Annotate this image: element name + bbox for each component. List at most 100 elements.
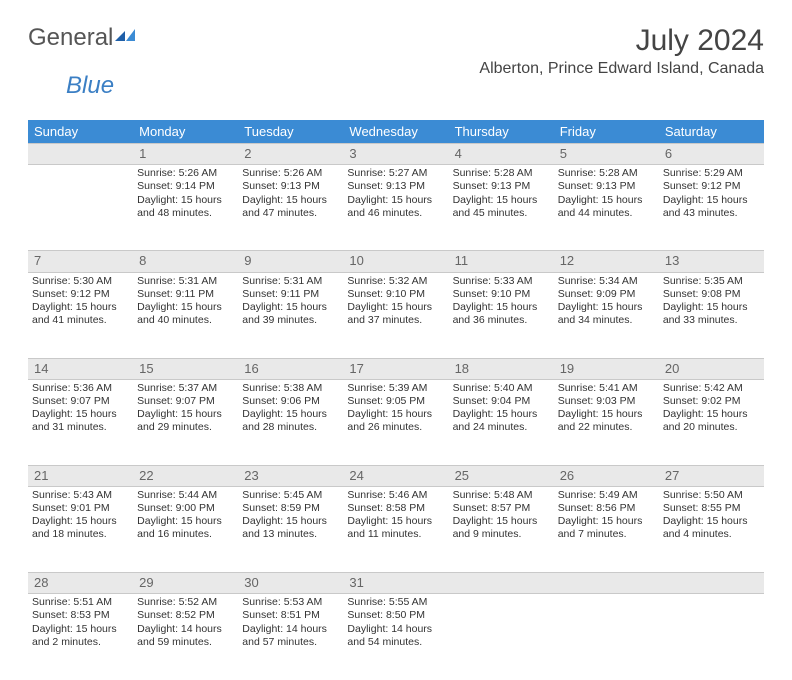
day-number: 9 <box>238 251 343 272</box>
day-cell-line: Daylight: 14 hours <box>242 623 339 636</box>
day-cell: Sunrise: 5:49 AMSunset: 8:56 PMDaylight:… <box>554 487 659 573</box>
day-cell: Sunrise: 5:45 AMSunset: 8:59 PMDaylight:… <box>238 487 343 573</box>
day-number-row: 28293031 <box>28 573 764 594</box>
day-cell: Sunrise: 5:32 AMSunset: 9:10 PMDaylight:… <box>343 272 448 358</box>
day-cell-line: Sunset: 8:50 PM <box>347 609 444 622</box>
day-cell-line: and 45 minutes. <box>453 207 550 220</box>
day-cell-line: Sunrise: 5:36 AM <box>32 382 129 395</box>
day-cell: Sunrise: 5:35 AMSunset: 9:08 PMDaylight:… <box>659 272 764 358</box>
day-cell-line: Daylight: 15 hours <box>32 408 129 421</box>
day-cell-line: Daylight: 15 hours <box>453 515 550 528</box>
day-cell-line: Sunrise: 5:31 AM <box>137 275 234 288</box>
day-cell: Sunrise: 5:41 AMSunset: 9:03 PMDaylight:… <box>554 379 659 465</box>
day-cell-line: Sunrise: 5:55 AM <box>347 596 444 609</box>
day-number: 10 <box>343 251 448 272</box>
day-cell <box>28 165 133 251</box>
day-cell: Sunrise: 5:50 AMSunset: 8:55 PMDaylight:… <box>659 487 764 573</box>
day-cell-line: Daylight: 15 hours <box>453 194 550 207</box>
day-cell: Sunrise: 5:31 AMSunset: 9:11 PMDaylight:… <box>238 272 343 358</box>
day-content-row: Sunrise: 5:43 AMSunset: 9:01 PMDaylight:… <box>28 487 764 573</box>
day-cell-line: Sunset: 9:12 PM <box>663 180 760 193</box>
day-number: 23 <box>238 465 343 486</box>
day-cell-line: Sunrise: 5:53 AM <box>242 596 339 609</box>
day-cell-line: and 20 minutes. <box>663 421 760 434</box>
day-cell-line: Daylight: 15 hours <box>663 408 760 421</box>
day-cell-line: Sunrise: 5:31 AM <box>242 275 339 288</box>
day-number: 4 <box>449 144 554 165</box>
day-cell-line: and 11 minutes. <box>347 528 444 541</box>
day-cell: Sunrise: 5:48 AMSunset: 8:57 PMDaylight:… <box>449 487 554 573</box>
day-cell-line: and 37 minutes. <box>347 314 444 327</box>
day-cell-line: Sunrise: 5:34 AM <box>558 275 655 288</box>
day-cell: Sunrise: 5:40 AMSunset: 9:04 PMDaylight:… <box>449 379 554 465</box>
weekday-header-row: Sunday Monday Tuesday Wednesday Thursday… <box>28 120 764 144</box>
day-cell: Sunrise: 5:28 AMSunset: 9:13 PMDaylight:… <box>449 165 554 251</box>
weekday-header: Thursday <box>449 120 554 144</box>
day-cell-line: Sunset: 8:58 PM <box>347 502 444 515</box>
day-cell-line: Daylight: 15 hours <box>347 301 444 314</box>
day-cell-line: Daylight: 15 hours <box>137 515 234 528</box>
day-cell-line: Sunset: 9:14 PM <box>137 180 234 193</box>
day-cell-line: Daylight: 15 hours <box>558 408 655 421</box>
day-cell-line: Daylight: 15 hours <box>453 301 550 314</box>
day-number <box>449 573 554 594</box>
day-number: 27 <box>659 465 764 486</box>
day-number: 12 <box>554 251 659 272</box>
weekday-header: Sunday <box>28 120 133 144</box>
day-cell-line: Daylight: 15 hours <box>663 515 760 528</box>
day-cell-line: Sunset: 9:11 PM <box>242 288 339 301</box>
day-cell: Sunrise: 5:36 AMSunset: 9:07 PMDaylight:… <box>28 379 133 465</box>
day-cell-line: Sunset: 9:06 PM <box>242 395 339 408</box>
day-cell-line: Daylight: 15 hours <box>558 301 655 314</box>
day-cell-line: Daylight: 15 hours <box>347 408 444 421</box>
day-number <box>554 573 659 594</box>
day-cell-line: Sunset: 8:55 PM <box>663 502 760 515</box>
day-cell-line: Sunrise: 5:39 AM <box>347 382 444 395</box>
day-cell-line: Daylight: 15 hours <box>242 515 339 528</box>
day-cell: Sunrise: 5:26 AMSunset: 9:13 PMDaylight:… <box>238 165 343 251</box>
day-cell-line: Sunset: 9:00 PM <box>137 502 234 515</box>
day-number: 15 <box>133 358 238 379</box>
day-number: 11 <box>449 251 554 272</box>
day-cell-line: Daylight: 15 hours <box>137 194 234 207</box>
day-cell: Sunrise: 5:51 AMSunset: 8:53 PMDaylight:… <box>28 594 133 680</box>
day-cell-line: and 46 minutes. <box>347 207 444 220</box>
day-cell-line: Sunset: 9:13 PM <box>242 180 339 193</box>
day-cell-line: Sunset: 9:09 PM <box>558 288 655 301</box>
weekday-header: Tuesday <box>238 120 343 144</box>
day-cell-line: Sunrise: 5:38 AM <box>242 382 339 395</box>
day-cell-line: Sunset: 8:59 PM <box>242 502 339 515</box>
day-number: 20 <box>659 358 764 379</box>
day-cell-line: Sunset: 9:13 PM <box>347 180 444 193</box>
day-cell-line: Sunrise: 5:48 AM <box>453 489 550 502</box>
day-number: 16 <box>238 358 343 379</box>
day-cell-line: Sunset: 9:10 PM <box>453 288 550 301</box>
day-cell-line: Sunrise: 5:41 AM <box>558 382 655 395</box>
day-cell-line: Sunset: 9:12 PM <box>32 288 129 301</box>
weekday-header: Friday <box>554 120 659 144</box>
day-cell <box>554 594 659 680</box>
logo: General <box>28 24 139 52</box>
day-cell-line: and 28 minutes. <box>242 421 339 434</box>
day-number-row: 78910111213 <box>28 251 764 272</box>
day-cell-line: Daylight: 14 hours <box>137 623 234 636</box>
day-cell-line: Sunset: 8:52 PM <box>137 609 234 622</box>
day-cell-line: and 59 minutes. <box>137 636 234 649</box>
day-number: 24 <box>343 465 448 486</box>
day-cell-line: Sunrise: 5:29 AM <box>663 167 760 180</box>
day-cell-line: and 26 minutes. <box>347 421 444 434</box>
day-cell-line: Daylight: 15 hours <box>32 623 129 636</box>
day-cell-line: Sunrise: 5:46 AM <box>347 489 444 502</box>
day-cell-line: Daylight: 15 hours <box>663 194 760 207</box>
day-cell-line: Sunset: 9:02 PM <box>663 395 760 408</box>
day-cell-line: Daylight: 15 hours <box>242 194 339 207</box>
day-cell-line: and 13 minutes. <box>242 528 339 541</box>
day-cell-line: Sunset: 8:57 PM <box>453 502 550 515</box>
day-number: 26 <box>554 465 659 486</box>
day-content-row: Sunrise: 5:26 AMSunset: 9:14 PMDaylight:… <box>28 165 764 251</box>
day-cell-line: and 44 minutes. <box>558 207 655 220</box>
day-number: 31 <box>343 573 448 594</box>
day-cell-line: and 34 minutes. <box>558 314 655 327</box>
day-cell-line: Daylight: 15 hours <box>663 301 760 314</box>
weekday-header: Monday <box>133 120 238 144</box>
